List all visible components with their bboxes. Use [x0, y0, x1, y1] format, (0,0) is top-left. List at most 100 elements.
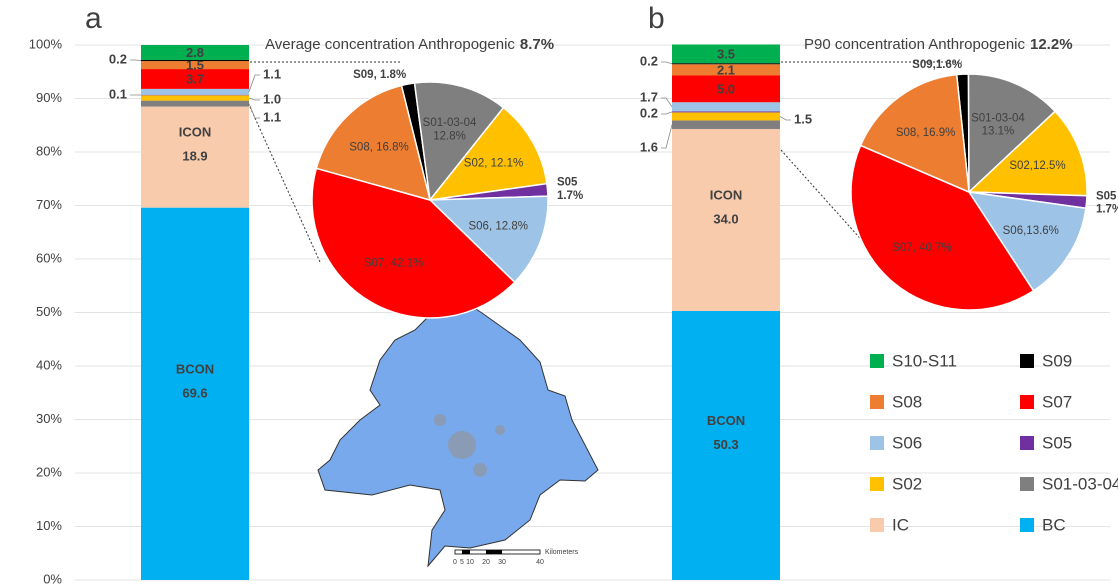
pie-title-text: Average concentration Anthropogenic — [265, 36, 515, 53]
data-label: 34.0 — [713, 211, 738, 226]
data-label: 5.0 — [717, 81, 735, 96]
scale-label: 30 — [498, 559, 506, 566]
leader-line — [248, 103, 260, 119]
data-label: 18.9 — [182, 149, 207, 164]
legend-label: S06 — [892, 433, 922, 452]
bar-segment — [141, 94, 249, 96]
pie-title-value: 8.7% — [520, 36, 554, 53]
slice-label: S07, 42.1% — [364, 257, 423, 269]
data-label: 3.5 — [717, 46, 735, 61]
legend-swatch — [1020, 436, 1034, 450]
y-tick-label: 20% — [36, 464, 62, 479]
scale-bar — [462, 550, 470, 554]
scale-label: 20 — [482, 559, 490, 566]
bar-segment — [141, 100, 249, 107]
legend-swatch — [1020, 395, 1034, 409]
scale-label: 5 — [460, 559, 464, 566]
bar-segment — [141, 59, 249, 62]
leader-line — [248, 97, 260, 101]
legend-swatch — [1020, 518, 1034, 532]
map-urban — [434, 414, 505, 477]
label-line: S01-03-04 — [971, 113, 1025, 125]
bar-segment — [141, 69, 249, 89]
slice-label: S09,1.6% — [912, 59, 962, 71]
label-line: 1.7% — [557, 190, 583, 202]
segment-name: ICON — [710, 187, 743, 202]
legend-swatch — [1020, 354, 1034, 368]
label-line: 12.8% — [433, 130, 466, 142]
scale-label: 10 — [466, 559, 474, 566]
pie-slice — [967, 73, 1057, 194]
data-label: 1.1 — [263, 66, 281, 81]
data-label: 1.6 — [640, 139, 658, 154]
map-scale-bar — [454, 549, 541, 555]
legend-label: S01-03-04 — [1042, 474, 1118, 493]
data-label: 50.3 — [713, 437, 738, 452]
legend-swatch — [870, 518, 884, 532]
data-label: 1.5 — [186, 58, 204, 73]
panel-letter: b — [648, 2, 665, 35]
bar-segment — [672, 112, 780, 121]
bar-segment — [141, 61, 249, 70]
scale-bar — [486, 550, 502, 554]
leader-line — [248, 74, 260, 92]
data-label: 1.0 — [263, 91, 281, 106]
legend-label: S02 — [892, 474, 922, 493]
legend-swatch — [870, 436, 884, 450]
bar-segment — [672, 44, 780, 64]
y-tick-label: 100% — [29, 36, 63, 51]
legend-label: S08 — [892, 392, 922, 411]
data-label: 2.1 — [717, 62, 735, 77]
leader-line — [661, 111, 673, 115]
data-label: 1.7 — [640, 89, 658, 104]
scale-label: 0 — [453, 559, 457, 566]
slice-label: S06,13.6% — [1003, 225, 1059, 237]
label-line: 1.7% — [1096, 204, 1118, 216]
pie-title-text: P90 concentration Anthropogenic — [804, 36, 1025, 53]
bar-segment — [672, 63, 780, 65]
slice-label: S02, 12.1% — [464, 158, 523, 170]
urban-area — [434, 414, 446, 426]
legend-label: S10-S11 — [892, 351, 957, 370]
segment-name: BCON — [707, 413, 745, 428]
bar-segment — [672, 75, 780, 103]
bar-segment — [141, 45, 249, 60]
y-tick-label: 60% — [36, 250, 62, 265]
data-label: 2.8 — [186, 45, 204, 60]
pie-slice — [859, 73, 970, 194]
legend-label: S05 — [1042, 433, 1072, 452]
data-label: 0.2 — [640, 105, 658, 120]
pie-slice — [967, 110, 1088, 197]
y-tick-label: 80% — [36, 143, 62, 158]
label-line: S01-03-04 — [423, 117, 477, 129]
legend-swatch — [870, 395, 884, 409]
leader-line — [661, 61, 673, 65]
pie-slice — [311, 167, 516, 319]
legend-label: BC — [1042, 515, 1066, 534]
slice-label: S09, 1.8% — [353, 69, 406, 81]
slice-label: S06, 12.8% — [468, 220, 527, 232]
legend-swatch — [1020, 477, 1034, 491]
pie-title-value: 12.2% — [1030, 36, 1073, 53]
bar-segment — [141, 106, 249, 208]
bar-segment — [672, 128, 780, 311]
pie-slice — [850, 144, 1035, 311]
data-label: 69.6 — [182, 385, 207, 400]
urban-area — [473, 463, 487, 477]
bar-segment — [672, 111, 780, 113]
data-label: 3.7 — [186, 71, 204, 86]
pie-title: P90 concentration Anthropogenic 12.2% — [804, 36, 1073, 53]
pie-slice — [315, 84, 432, 202]
data-label: 0.2 — [109, 51, 127, 66]
slice-label: S07, 40.7% — [892, 242, 951, 254]
scale-unit: Kilometers — [545, 549, 579, 556]
leader-line — [661, 97, 673, 108]
urban-area — [448, 431, 476, 459]
bar-segment — [141, 207, 249, 580]
bar-segment — [672, 310, 780, 580]
leader-line — [779, 116, 791, 121]
